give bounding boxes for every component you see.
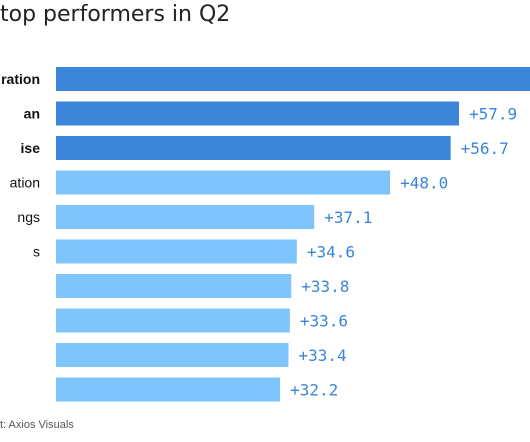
value-label-7: +33.8 (301, 277, 349, 296)
value-label-6: +34.6 (307, 243, 355, 262)
bar-6 (56, 239, 297, 264)
chart-credit: t: Axios Visuals (0, 419, 74, 431)
value-label-10: +32.2 (290, 381, 338, 400)
bar-7 (56, 274, 292, 298)
category-label-3: ise (21, 140, 41, 156)
value-label-5: +37.1 (324, 208, 372, 227)
bar-1 (56, 67, 530, 91)
category-label-2: an (24, 106, 40, 122)
bar-10 (56, 377, 281, 402)
bar-5 (56, 205, 315, 229)
value-label-8: +33.6 (300, 312, 348, 331)
category-label-4: ation (10, 175, 40, 191)
value-label-9: +33.4 (298, 346, 346, 365)
category-label-5: ngs (17, 209, 40, 225)
chart-title: top performers in Q2 (0, 2, 231, 27)
category-label-6: s (33, 244, 40, 260)
bar-4 (56, 170, 391, 195)
value-label-3: +56.7 (461, 139, 509, 158)
bar-2 (56, 101, 460, 126)
bar-9 (56, 343, 289, 367)
category-label-1: ration (1, 71, 40, 87)
bar-3 (56, 136, 451, 160)
value-label-2: +57.9 (469, 105, 517, 124)
value-label-4: +48.0 (400, 174, 448, 193)
bar-8 (56, 308, 290, 333)
